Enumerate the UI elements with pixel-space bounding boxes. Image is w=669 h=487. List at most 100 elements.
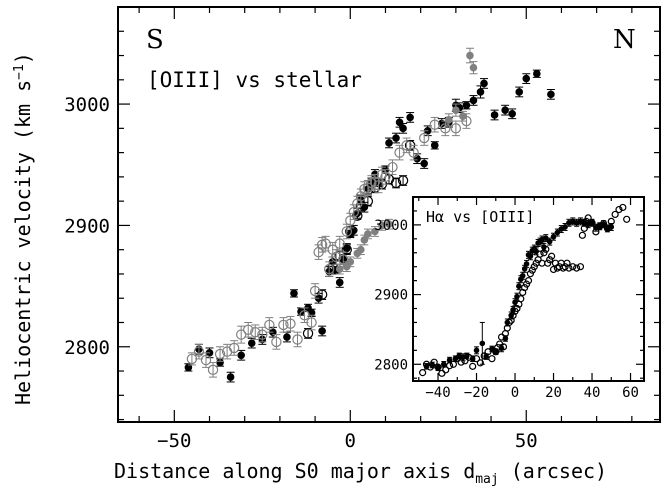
y-tick-label: 2900: [374, 288, 408, 304]
x-tick-label: −20: [464, 385, 489, 401]
data-point: [465, 353, 473, 361]
xlabel-subscript: maj: [475, 472, 498, 487]
data-point: [399, 124, 407, 133]
data-point: [184, 363, 193, 372]
data-point: [323, 263, 335, 275]
data-point: [309, 285, 321, 297]
data-point: [341, 226, 352, 237]
main-axis-ticks: [118, 6, 660, 422]
data-point: [469, 96, 478, 105]
data-point: [207, 364, 219, 376]
y-tick-label: 2800: [374, 357, 408, 373]
data-point: [522, 74, 531, 83]
data-point: [469, 362, 477, 370]
ylabel-text: Heliocentric velocity (km s: [11, 80, 35, 405]
data-point: [390, 177, 402, 189]
data-point: [484, 348, 492, 356]
data-point: [348, 206, 360, 218]
data-point: [517, 295, 525, 303]
data-point: [450, 123, 462, 134]
data-point: [523, 261, 530, 267]
data-point: [573, 264, 581, 272]
data-point: [457, 358, 465, 366]
x-tick-label: 60: [622, 385, 639, 401]
data-point: [469, 63, 478, 72]
inset-annotation: Hα vs [OIII]: [426, 208, 534, 226]
data-point: [452, 106, 460, 114]
data-point: [501, 106, 509, 114]
data-point: [364, 230, 372, 238]
data-point: [526, 270, 535, 278]
data-point: [499, 343, 508, 351]
inset-data-series: [419, 203, 631, 377]
data-point: [442, 366, 450, 374]
data-point: [519, 272, 526, 279]
data-point: [550, 233, 557, 240]
series-2: [186, 113, 472, 378]
main-xlabel: Distance along S0 major axis dmaj (arcse…: [114, 459, 607, 487]
main-annotation: [OIII] vs stellar: [147, 68, 362, 92]
data-point: [408, 147, 419, 158]
inset-axis-ticks: [413, 196, 644, 381]
data-point: [513, 304, 521, 313]
data-point: [492, 348, 500, 356]
data-point: [335, 278, 344, 287]
data-point: [419, 369, 427, 377]
data-point: [599, 219, 608, 228]
data-point: [445, 116, 453, 124]
x-tick-label: 0: [345, 430, 356, 452]
y-tick-label: 3000: [374, 218, 408, 234]
data-point: [516, 283, 522, 290]
data-point: [283, 333, 291, 341]
data-point: [472, 355, 481, 363]
data-point: [592, 228, 600, 236]
data-point: [345, 215, 356, 226]
data-point: [542, 245, 550, 253]
data-point: [264, 319, 275, 331]
data-point: [434, 363, 442, 371]
data-point: [623, 215, 631, 223]
data-point: [418, 132, 430, 144]
data-point: [479, 340, 486, 347]
x-tick-label: −40: [425, 385, 450, 401]
y-tick-label: 2800: [64, 337, 110, 359]
data-point: [509, 311, 517, 320]
data-point: [193, 346, 205, 357]
data-point: [335, 265, 344, 273]
data-point: [346, 258, 355, 266]
data-point: [430, 358, 438, 366]
data-point: [544, 259, 552, 267]
data-point: [546, 256, 554, 264]
data-point: [341, 244, 352, 255]
data-point: [226, 373, 235, 381]
data-point: [562, 224, 568, 230]
data-point: [278, 319, 289, 331]
series-1: [302, 139, 416, 339]
data-point: [540, 249, 548, 257]
data-point: [528, 266, 536, 274]
data-point: [565, 264, 573, 272]
ylabel-superscript: −1: [12, 64, 27, 80]
data-point: [430, 141, 439, 150]
data-point: [385, 139, 393, 147]
data-point: [505, 318, 513, 327]
data-point: [615, 205, 623, 214]
data-point: [490, 111, 499, 119]
data-point: [302, 328, 314, 339]
data-point: [480, 352, 488, 360]
corner-label-north: N: [613, 25, 636, 55]
data-point: [524, 277, 533, 285]
data-point: [549, 265, 558, 274]
data-point: [580, 224, 588, 232]
data-point: [292, 334, 303, 345]
data-point: [445, 362, 454, 370]
data-point: [247, 339, 256, 347]
data-point: [235, 329, 247, 340]
data-point: [320, 238, 331, 249]
data-point: [449, 360, 458, 368]
data-point: [584, 214, 592, 222]
x-tick-label: 50: [515, 430, 538, 452]
x-tick-label: −50: [157, 430, 191, 452]
data-point: [290, 289, 298, 298]
